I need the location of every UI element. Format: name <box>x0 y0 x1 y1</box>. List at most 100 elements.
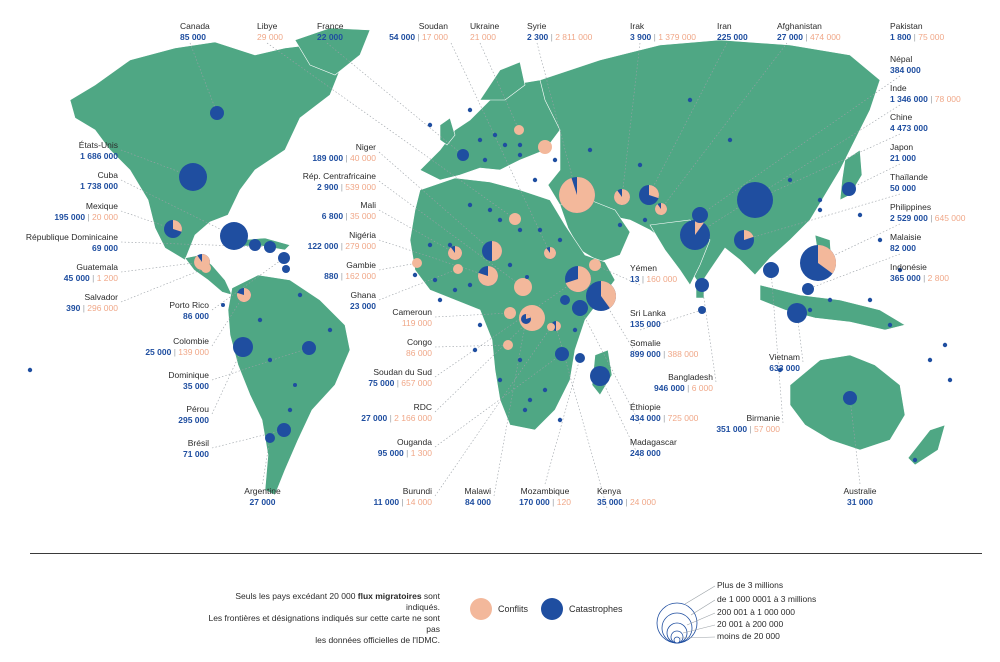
colombie-bubble <box>236 288 251 303</box>
label-etatsunis: États-Unis 1 686 000 <box>79 140 118 161</box>
country-name: RDC <box>413 402 432 412</box>
disasters-value: 351 000 <box>716 423 748 434</box>
disasters-value: 13 <box>630 273 640 284</box>
label-philippines: Philippines 2 529 000 | 645 000 <box>890 202 966 223</box>
label-indonesie: Indonésie 365 000 | 2 800 <box>890 262 949 283</box>
etatsunis-circle <box>179 163 207 191</box>
country-name: Nigéria <box>349 230 376 240</box>
libye-circle <box>509 213 521 225</box>
label-france: France 22 000 <box>317 21 343 42</box>
small-flow-dot <box>642 217 648 223</box>
label-thailande: Thaïlande 50 000 <box>890 172 928 193</box>
flow-values: 54 000 | 17 000 <box>389 32 448 43</box>
value-separator: | <box>660 348 668 359</box>
flow-values: 86 000 <box>169 311 209 322</box>
flow-values: 2 900 | 539 000 <box>303 182 376 193</box>
continents <box>69 27 946 496</box>
philippines-conflicts-slice <box>818 245 836 274</box>
label-soudan: Soudan 54 000 | 17 000 <box>389 21 448 42</box>
disasters-value: 1 686 000 <box>80 150 118 161</box>
flow-values: 1 738 000 <box>80 181 118 192</box>
flow-values: 390 | 296 000 <box>66 303 118 314</box>
small-flow-dot <box>537 227 543 233</box>
value-separator: | <box>920 272 928 283</box>
small-flow-dot <box>517 142 523 148</box>
country-name: Brésil <box>187 438 209 448</box>
portorico-circle <box>278 252 290 264</box>
extra-7-circle <box>282 265 290 273</box>
thailande-conflicts-slice <box>744 230 754 240</box>
leader-line-portorico <box>211 257 285 311</box>
conflicts-value: 1 300 <box>410 447 432 458</box>
country-name: Pakistan <box>890 21 923 31</box>
conflicts-value: 160 000 <box>646 273 678 284</box>
disasters-value: 135 000 <box>630 318 661 329</box>
disasters-value: 25 000 <box>145 346 172 357</box>
value-separator: | <box>338 270 346 281</box>
small-flow-dot <box>857 212 863 218</box>
flow-values: 880 | 162 000 <box>324 271 376 282</box>
leader-line-birmanie <box>770 269 784 424</box>
label-repdom: République Dominicaine 69 000 <box>26 232 118 253</box>
small-flow-dot <box>257 317 263 323</box>
dominique-bubble <box>302 341 316 355</box>
label-perou: Pérou 295 000 <box>178 404 209 425</box>
south-america <box>227 274 351 496</box>
leader-line-mozambique <box>544 357 581 485</box>
rca-bubble <box>514 278 532 296</box>
small-flow-dot <box>297 292 303 298</box>
value-separator: | <box>338 181 346 192</box>
label-srilanka: Sri Lanka 135 000 <box>630 308 666 329</box>
disasters-value: 189 000 <box>312 152 344 163</box>
label-ethiopie: Éthiopie 434 000 | 725 000 <box>630 402 698 423</box>
disasters-swatch <box>541 598 563 620</box>
flow-values: 195 000 | 20 000 <box>54 212 118 223</box>
disasters-label: Catastrophes <box>569 604 623 614</box>
conflicts-value: 57 000 <box>754 423 780 434</box>
extra-19-circle <box>538 140 552 154</box>
size-label-2: de 1 000 0001 à 3 millions <box>717 594 817 604</box>
syrie-bubble <box>558 177 595 214</box>
disasters-value: 195 000 <box>54 211 86 222</box>
flow-values: 25 000 | 139 000 <box>145 347 209 358</box>
australie-circle <box>843 391 857 405</box>
gambie-circle <box>412 258 422 268</box>
malawi-conflicts-slice <box>526 314 531 319</box>
label-mexique: Mexique 195 000 | 20 000 <box>54 201 118 222</box>
flow-values: 3 900 | 1 379 000 <box>630 32 696 43</box>
country-name: Mozambique <box>520 486 570 496</box>
argentine-bubble <box>265 433 275 443</box>
conflicts-value: 6 000 <box>691 382 713 393</box>
syrie-conflicts-slice <box>558 177 595 214</box>
small-flow-dot <box>502 142 508 148</box>
flow-values: 35 000 <box>168 381 209 392</box>
value-separator: | <box>651 31 659 42</box>
madagascar-bubble <box>590 366 610 386</box>
value-separator: | <box>549 496 557 507</box>
value-separator: | <box>399 496 406 507</box>
disasters-value: 4 473 000 <box>890 122 928 133</box>
flow-values: 1 346 000 | 78 000 <box>890 94 961 105</box>
label-soudansud: Soudan du Sud 75 000 | 657 000 <box>368 367 432 388</box>
flow-values: 35 000 | 24 000 <box>597 497 656 508</box>
country-name: Éthiopie <box>630 402 661 412</box>
country-name: Madagascar <box>630 437 677 447</box>
mexique-bubble <box>164 220 183 238</box>
mexique-conflicts-slice <box>173 220 183 232</box>
conflicts-value: 40 000 <box>350 152 376 163</box>
disasters-value: 880 <box>324 270 339 281</box>
value-separator: | <box>89 272 97 283</box>
disasters-value: 23 000 <box>350 300 376 311</box>
soudan-bubble <box>544 247 556 260</box>
irak-bubble <box>614 189 630 205</box>
srilanka-bubble <box>698 306 706 314</box>
small-flow-dot <box>572 327 578 333</box>
small-flow-dot <box>942 342 948 348</box>
bresil-bubble <box>277 423 291 437</box>
leader-line-rdc <box>434 317 533 413</box>
congo-bubble <box>503 340 513 350</box>
flow-values: 84 000 <box>465 497 491 508</box>
conflicts-value: 2 800 <box>927 272 949 283</box>
value-separator: | <box>911 31 919 42</box>
small-flow-dot <box>557 237 563 243</box>
